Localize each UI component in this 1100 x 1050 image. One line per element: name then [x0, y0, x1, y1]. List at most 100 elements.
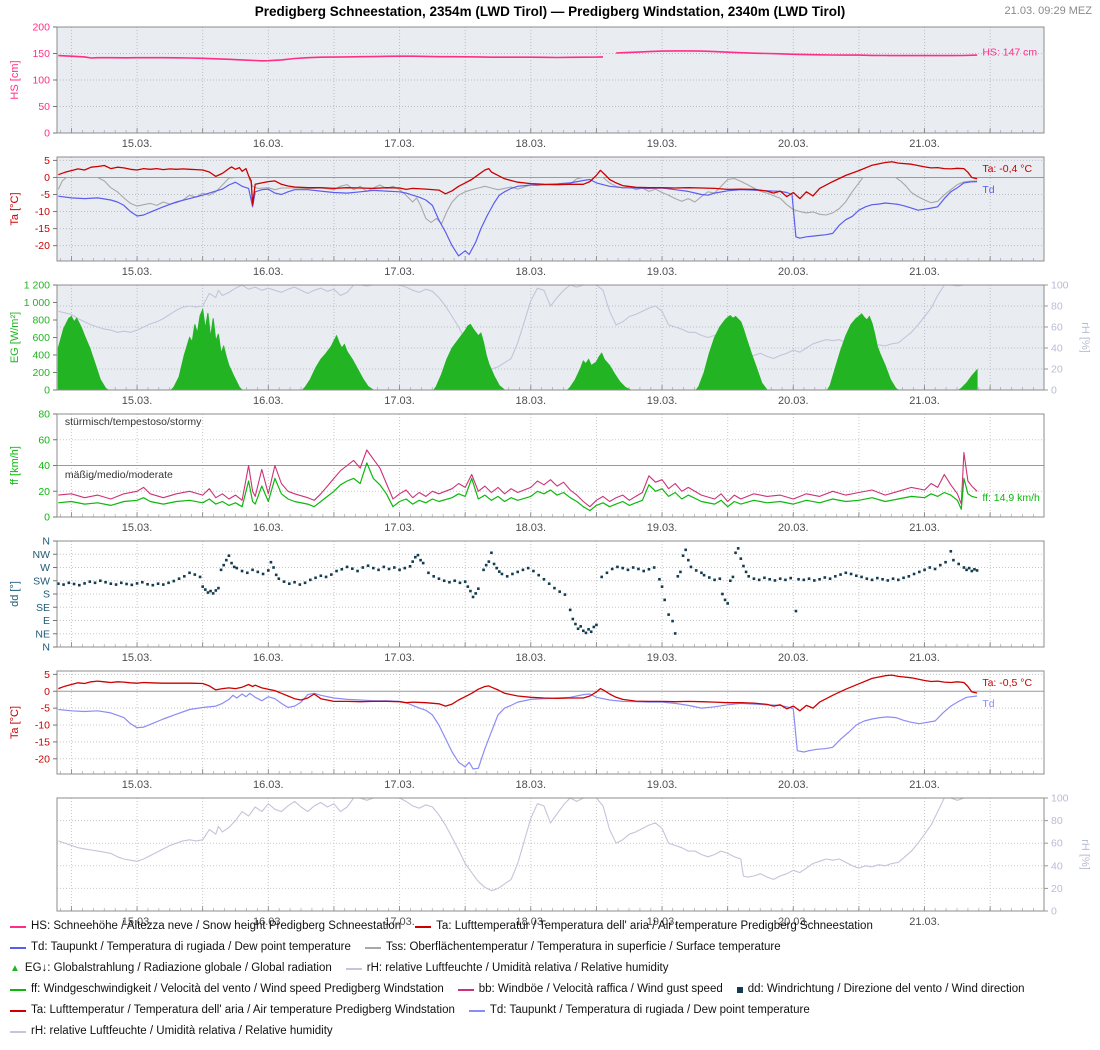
svg-text:100: 100 [1051, 280, 1069, 292]
svg-text:19.03.: 19.03. [647, 522, 678, 534]
svg-text:0: 0 [1051, 906, 1057, 918]
svg-text:20.03.: 20.03. [778, 652, 809, 664]
svg-text:600: 600 [32, 332, 50, 344]
svg-text:-10: -10 [35, 206, 50, 218]
svg-text:0: 0 [1051, 385, 1057, 397]
svg-text:20.03.: 20.03. [778, 916, 809, 928]
timestamp: 21.03. 09:29 MEZ [1004, 5, 1092, 17]
svg-text:ff: 14,9 km/h: ff: 14,9 km/h [982, 492, 1040, 504]
legend-row: rH: relative Luftfeuchte / Umidità relat… [10, 1021, 1096, 1042]
svg-text:16.03.: 16.03. [253, 779, 284, 791]
svg-text:19.03.: 19.03. [647, 395, 678, 407]
air-temperature-schneestation-chart: 5 0 -5 -10 -15 -20 Ta [°C] 15.03. 16.03. 17.03. 18… [0, 152, 1100, 280]
wind-speed-chart-svg: 0 20 40 60 80 ff [km/h] 15.03. 16.03. 17.03. 18.0… [9, 409, 1045, 534]
svg-text:SE: SE [36, 602, 50, 614]
line-marker-icon [468, 1009, 485, 1012]
legend-row: EG↓: Globalstrahlung / Radiazione global… [10, 958, 1096, 979]
svg-text:Td: Td [982, 698, 994, 710]
svg-text:0: 0 [44, 686, 50, 698]
legend-item: Tss: Oberflächentemperatur / Temperatura… [364, 937, 781, 959]
legend-item: HS: Schneehöhe / Altezza neve / Snow hei… [10, 916, 401, 938]
air-temperature-windstation-chart-svg: 5 0 -5 -10 -15 -20 Ta [°C] 15.03. 16.03. 17.03. 18… [9, 669, 1045, 791]
svg-text:S: S [43, 589, 50, 601]
legend-item-label: Ta: Lufttemperatur / Temperatura dell' a… [31, 1004, 455, 1016]
svg-text:18.03.: 18.03. [516, 395, 547, 407]
svg-text:HS: 147 cm: HS: 147 cm [982, 46, 1037, 58]
line-marker-icon [415, 925, 432, 928]
svg-text:W: W [40, 562, 50, 574]
svg-text:17.03.: 17.03. [384, 916, 415, 928]
relative-humidity-chart-svg: 0 20 40 60 80 100 rH [%] 15.03. 16.03. 17.03. 18.0… [56, 793, 1091, 928]
svg-text:-20: -20 [35, 753, 50, 765]
svg-text:18.03.: 18.03. [516, 138, 547, 150]
svg-text:20: 20 [1051, 364, 1063, 376]
svg-text:19.03.: 19.03. [647, 779, 678, 791]
snow-height-chart-svg: 0 50 100 150 200 HS [cm] 15.03. 16.03. 17.03. 18.… [9, 22, 1045, 150]
svg-text:60: 60 [38, 434, 50, 446]
svg-text:40: 40 [1051, 343, 1063, 355]
svg-text:E: E [43, 615, 50, 627]
legend-item-label: Ta: Lufttemperatur / Temperatura dell' a… [436, 920, 873, 932]
svg-text:NE: NE [35, 628, 50, 640]
svg-text:19.03.: 19.03. [647, 266, 678, 278]
svg-text:17.03.: 17.03. [384, 395, 415, 407]
svg-text:15.03.: 15.03. [122, 138, 153, 150]
legend-item-label: HS: Schneehöhe / Altezza neve / Snow hei… [31, 920, 402, 932]
svg-text:Td: Td [982, 184, 994, 196]
line-marker-icon [10, 988, 26, 991]
svg-text:1 200: 1 200 [24, 280, 50, 292]
line-marker-icon [10, 946, 26, 949]
svg-text:HS [cm]: HS [cm] [9, 60, 21, 99]
legend-row: Ta: Lufttemperatur / Temperatura dell' a… [10, 1000, 1096, 1021]
svg-text:-10: -10 [35, 720, 50, 732]
global-radiation-humidity-chart: 0 200 400 600 800 1 000 1 200 0 20 40 60 80 100 rH [%… [0, 280, 1100, 409]
svg-text:N: N [42, 536, 50, 548]
svg-text:20.03.: 20.03. [778, 138, 809, 150]
svg-text:16.03.: 16.03. [253, 916, 284, 928]
svg-text:40: 40 [38, 460, 50, 472]
relative-humidity-chart: 0 20 40 60 80 100 rH [%] 15.03. 16.03. 17.03. 18.0… [0, 793, 1100, 930]
svg-text:18.03.: 18.03. [516, 266, 547, 278]
svg-text:80: 80 [38, 409, 50, 421]
svg-text:18.03.: 18.03. [516, 522, 547, 534]
svg-text:21.03.: 21.03. [909, 395, 940, 407]
svg-text:17.03.: 17.03. [384, 138, 415, 150]
line-marker-icon [457, 988, 474, 991]
line-marker-icon [10, 1030, 26, 1033]
svg-text:Ta: -0,5 °C: Ta: -0,5 °C [982, 677, 1032, 689]
svg-text:17.03.: 17.03. [384, 779, 415, 791]
svg-text:16.03.: 16.03. [253, 522, 284, 534]
svg-text:21.03.: 21.03. [909, 138, 940, 150]
svg-text:N: N [42, 642, 50, 654]
line-marker-icon [345, 967, 362, 970]
svg-text:15.03.: 15.03. [122, 522, 153, 534]
line-marker-icon [10, 925, 26, 928]
svg-text:60: 60 [1051, 322, 1063, 334]
legend-item-label: bb: Windböe / Velocità raffica / Wind gu… [478, 983, 723, 995]
svg-text:21.03.: 21.03. [909, 779, 940, 791]
svg-text:80: 80 [1051, 301, 1063, 313]
legend-item-label: dd: Windrichtung / Direzione del vento /… [747, 983, 1025, 995]
svg-text:-15: -15 [35, 736, 50, 748]
legend-item-label: ff: Windgeschwindigkeit / Velocità del v… [31, 983, 444, 995]
svg-text:1 000: 1 000 [24, 297, 50, 309]
legend-item-label: Tss: Oberflächentemperatur / Temperatura… [385, 941, 781, 953]
svg-text:21.03.: 21.03. [909, 266, 940, 278]
legend-item-label: rH: relative Luftfeuchte / Umidità relat… [366, 962, 669, 974]
svg-text:20.03.: 20.03. [778, 522, 809, 534]
svg-text:15.03.: 15.03. [122, 779, 153, 791]
svg-text:200: 200 [32, 22, 50, 34]
wind-speed-chart: 0 20 40 60 80 ff [km/h] 15.03. 16.03. 17.03. 18.0… [0, 409, 1100, 536]
svg-text:15.03.: 15.03. [122, 266, 153, 278]
svg-text:20: 20 [38, 486, 50, 498]
legend-item: EG↓: Globalstrahlung / Radiazione global… [10, 958, 332, 980]
svg-text:mäßig/medio/moderate: mäßig/medio/moderate [65, 469, 173, 481]
svg-text:5: 5 [44, 155, 50, 167]
svg-text:16.03.: 16.03. [253, 652, 284, 664]
svg-text:21.03.: 21.03. [909, 522, 940, 534]
legend-item: ff: Windgeschwindigkeit / Velocità del v… [10, 979, 444, 1001]
svg-text:60: 60 [1051, 838, 1063, 850]
svg-text:18.03.: 18.03. [516, 779, 547, 791]
svg-text:200: 200 [32, 367, 50, 379]
